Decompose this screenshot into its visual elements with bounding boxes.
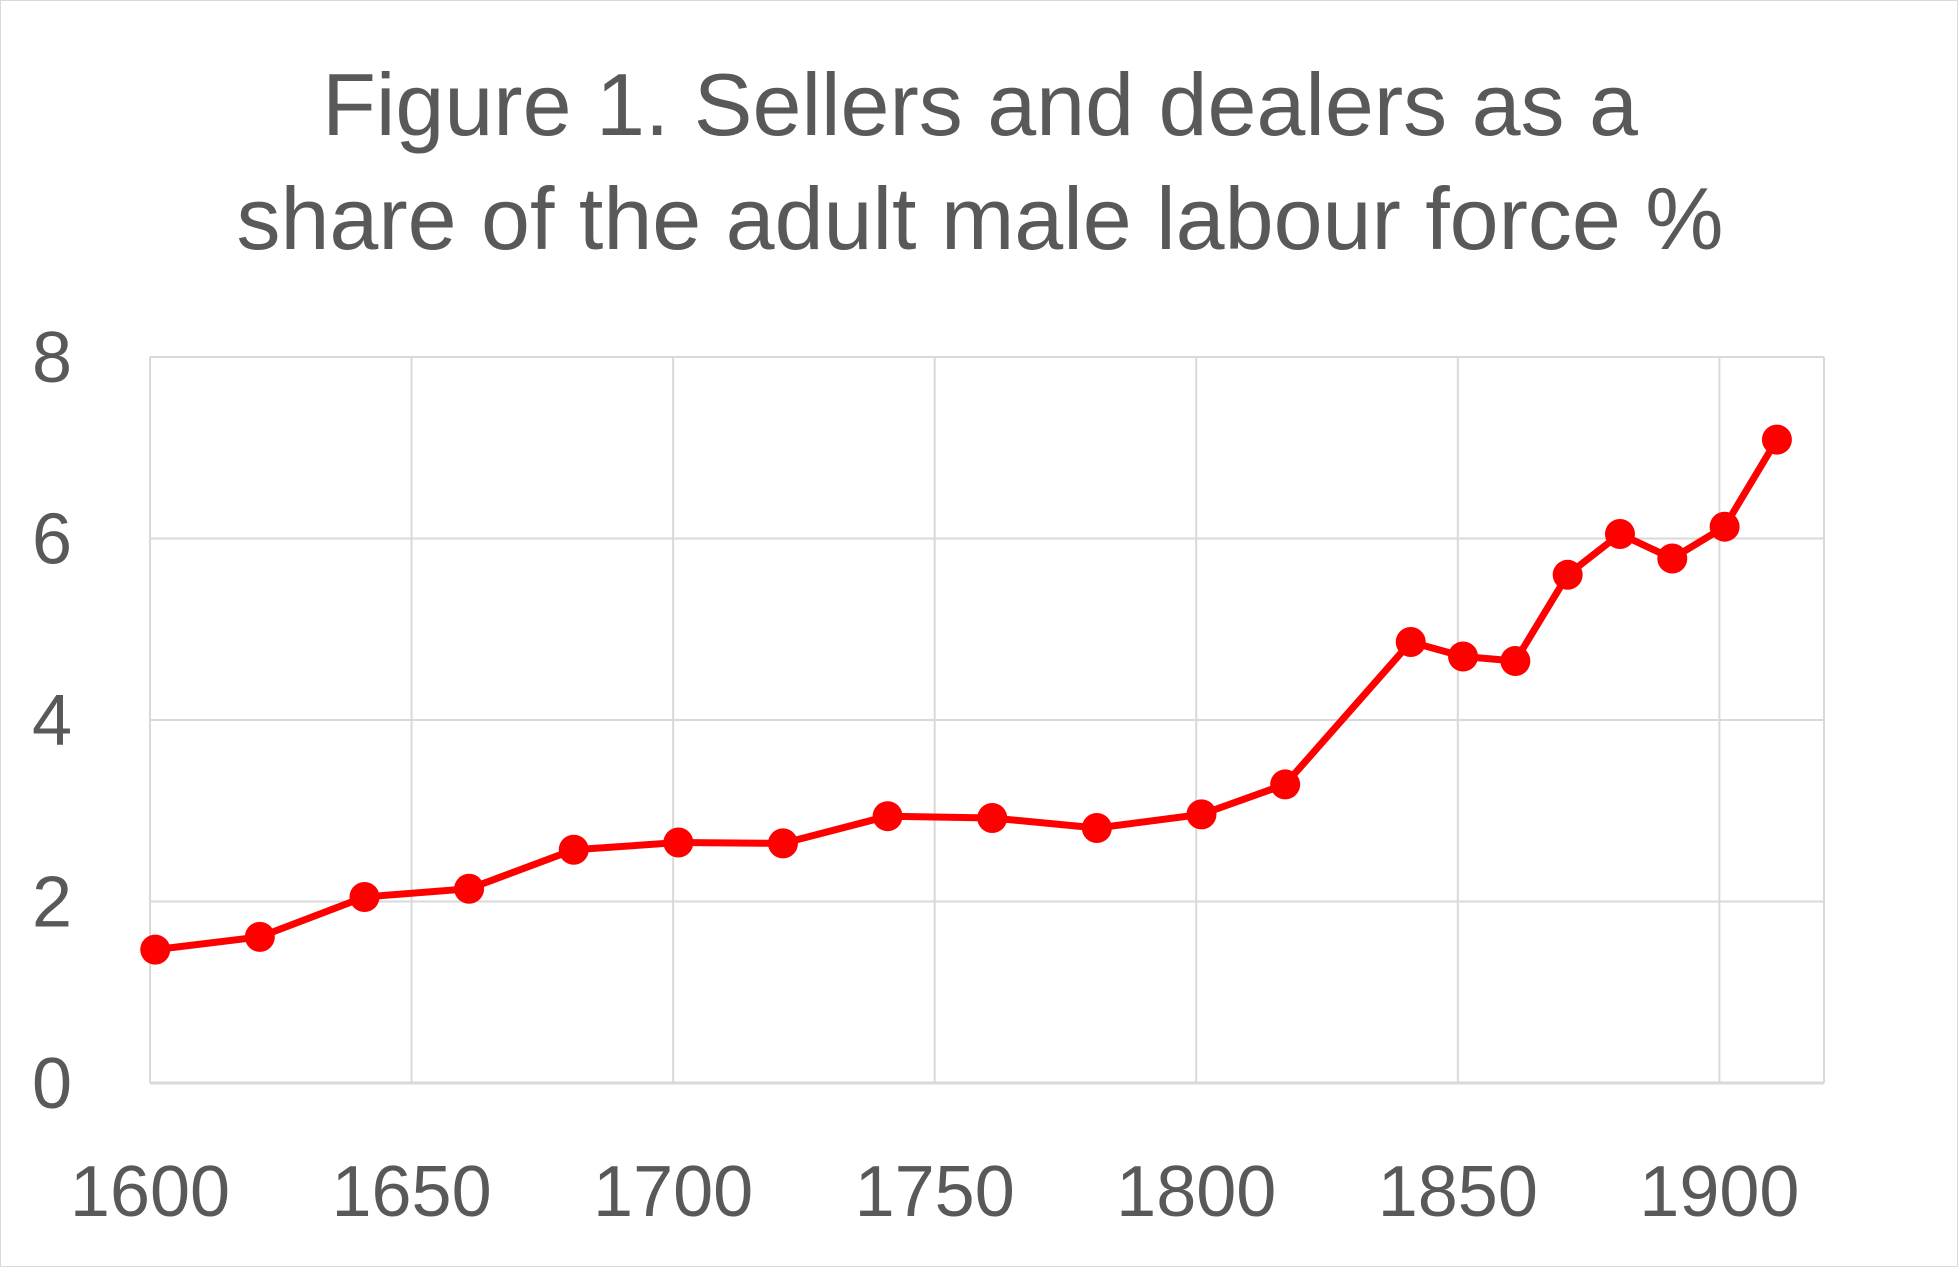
data-point-1621	[244, 921, 275, 952]
data-point-1851	[1448, 641, 1479, 672]
data-point-1841	[1395, 626, 1426, 657]
y-tick-label-8: 8	[32, 318, 72, 398]
series-line	[154, 437, 1780, 954]
chart-title: Figure 1. Sellers and dealers as a share…	[0, 48, 1960, 276]
data-point-1881	[1604, 518, 1635, 549]
data-point-1701	[663, 827, 694, 858]
data-point-1721	[767, 828, 798, 859]
data-point-1911	[1761, 424, 1792, 455]
data-point-1641	[349, 881, 380, 912]
data-point-1871	[1552, 559, 1583, 590]
data-point-1681	[558, 834, 589, 865]
data-point-1861	[1500, 646, 1531, 677]
x-tick-label-1900: 1900	[1639, 1152, 1799, 1232]
data-point-1817	[1270, 769, 1301, 800]
x-tick-label-1600: 1600	[70, 1152, 230, 1232]
x-tick-label-1650: 1650	[331, 1152, 491, 1232]
x-tick-label-1700: 1700	[593, 1152, 753, 1232]
gridlines	[149, 356, 1825, 1083]
data-series	[140, 424, 1792, 965]
data-point-1891	[1657, 543, 1688, 574]
data-point-1801	[1186, 799, 1217, 830]
data-point-1661	[454, 873, 485, 904]
x-tick-label-1750: 1750	[855, 1152, 1015, 1232]
y-axis-tick-labels: 0 2 4 6 8	[32, 318, 72, 1124]
data-point-1781	[1081, 812, 1112, 843]
data-point-1741	[872, 801, 903, 832]
chart-title-line-1: Figure 1. Sellers and dealers as a	[322, 55, 1638, 154]
x-axis-tick-labels: 1600 1650 1700 1750 1800 1850 1900	[70, 1152, 1800, 1232]
data-point-1901	[1709, 511, 1740, 542]
x-tick-label-1800: 1800	[1116, 1152, 1276, 1232]
data-point-1761	[977, 803, 1008, 834]
y-tick-label-0: 0	[32, 1044, 72, 1124]
y-tick-label-6: 6	[32, 500, 72, 580]
y-tick-label-4: 4	[32, 681, 72, 761]
chart-title-line-2: share of the adult male labour force %	[236, 169, 1724, 268]
y-tick-label-2: 2	[32, 863, 72, 943]
data-point-1601	[140, 934, 171, 965]
x-tick-label-1850: 1850	[1378, 1152, 1538, 1232]
